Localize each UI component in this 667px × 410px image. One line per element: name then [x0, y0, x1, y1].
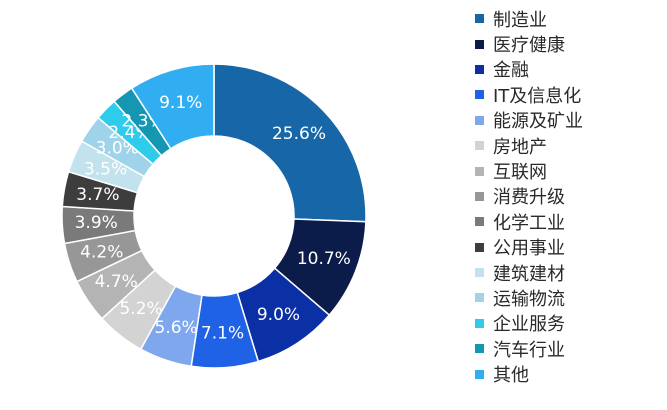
legend-label: 制造业 — [493, 9, 547, 31]
slice-label-4: 7.1% — [201, 324, 244, 344]
slice-label-10: 3.7% — [76, 185, 119, 205]
slice-label-7: 4.7% — [95, 272, 138, 292]
legend-swatch — [475, 344, 484, 354]
slice-label-15: 9.1% — [159, 93, 202, 113]
legend-item: 消费升级 — [475, 184, 583, 209]
legend-swatch — [475, 64, 484, 74]
slice-label-6: 5.2% — [119, 299, 162, 319]
legend-swatch — [475, 242, 484, 252]
legend-item: IT及信息化 — [475, 82, 583, 107]
legend-label: 能源及矿业 — [493, 111, 583, 133]
legend-swatch — [475, 217, 484, 227]
legend-swatch — [475, 166, 484, 176]
legend-item: 公用事业 — [475, 235, 583, 260]
legend-item: 金融 — [475, 57, 583, 82]
legend-label: IT及信息化 — [493, 85, 582, 107]
legend-swatch — [475, 141, 484, 151]
slice-label-5: 5.6% — [155, 318, 198, 338]
legend-swatch — [475, 191, 484, 201]
legend-label: 公用事业 — [493, 238, 565, 260]
legend-label: 金融 — [493, 60, 529, 82]
legend-label: 运输物流 — [493, 289, 565, 310]
legend-swatch — [475, 369, 484, 379]
slice-15 — [130, 63, 215, 150]
legend-item: 其他 — [475, 361, 583, 386]
legend-label: 互联网 — [493, 162, 547, 184]
legend-swatch — [475, 318, 484, 328]
legend-label: 建筑建材 — [493, 263, 565, 285]
legend-label: 汽车行业 — [493, 339, 565, 361]
legend-swatch — [475, 39, 484, 49]
legend-swatch — [475, 90, 484, 100]
legend-label: 消费升级 — [493, 187, 565, 209]
slice-label-8: 4.2% — [80, 242, 123, 262]
slice-label-3: 9.0% — [257, 305, 300, 325]
legend-item: 运输物流 — [475, 285, 583, 310]
legend-swatch — [475, 115, 484, 125]
legend-label: 其他 — [493, 365, 529, 387]
donut-plot: 25.6% 10.7% 9.0% 7.1%5.6%5.2% 4.7% 4.2% 3.9% 3.… — [61, 63, 367, 369]
legend: 制造业医疗健康金融 IT及信息化 能源及矿业房地产互联网消费升级化学工业公用事业建筑… — [475, 6, 583, 387]
legend-label: 企业服务 — [493, 314, 565, 336]
legend-swatch — [475, 14, 484, 24]
legend-item: 建筑建材 — [475, 260, 583, 285]
legend-item: 企业服务 — [475, 311, 583, 336]
legend-label: 医疗健康 — [493, 35, 565, 57]
legend-swatch — [475, 268, 484, 278]
legend-item: 制造业 — [475, 6, 583, 31]
legend-item: 互联网 — [475, 158, 583, 183]
slice-label-1: 25.6% — [272, 124, 326, 144]
legend-item: 汽车行业 — [475, 336, 583, 361]
legend-label: 房地产 — [493, 136, 547, 158]
legend-item: 化学工业 — [475, 209, 583, 234]
legend-label: 化学工业 — [493, 212, 565, 234]
legend-item: 房地产 — [475, 133, 583, 158]
slice-label-11: 3.5% — [84, 159, 127, 179]
legend-item: 能源及矿业 — [475, 108, 583, 133]
slice-label-2: 10.7% — [297, 249, 351, 269]
legend-item: 医疗健康 — [475, 31, 583, 56]
slice-label-9: 3.9% — [75, 213, 118, 233]
legend-swatch — [475, 293, 484, 303]
slice-1 — [213, 63, 367, 223]
